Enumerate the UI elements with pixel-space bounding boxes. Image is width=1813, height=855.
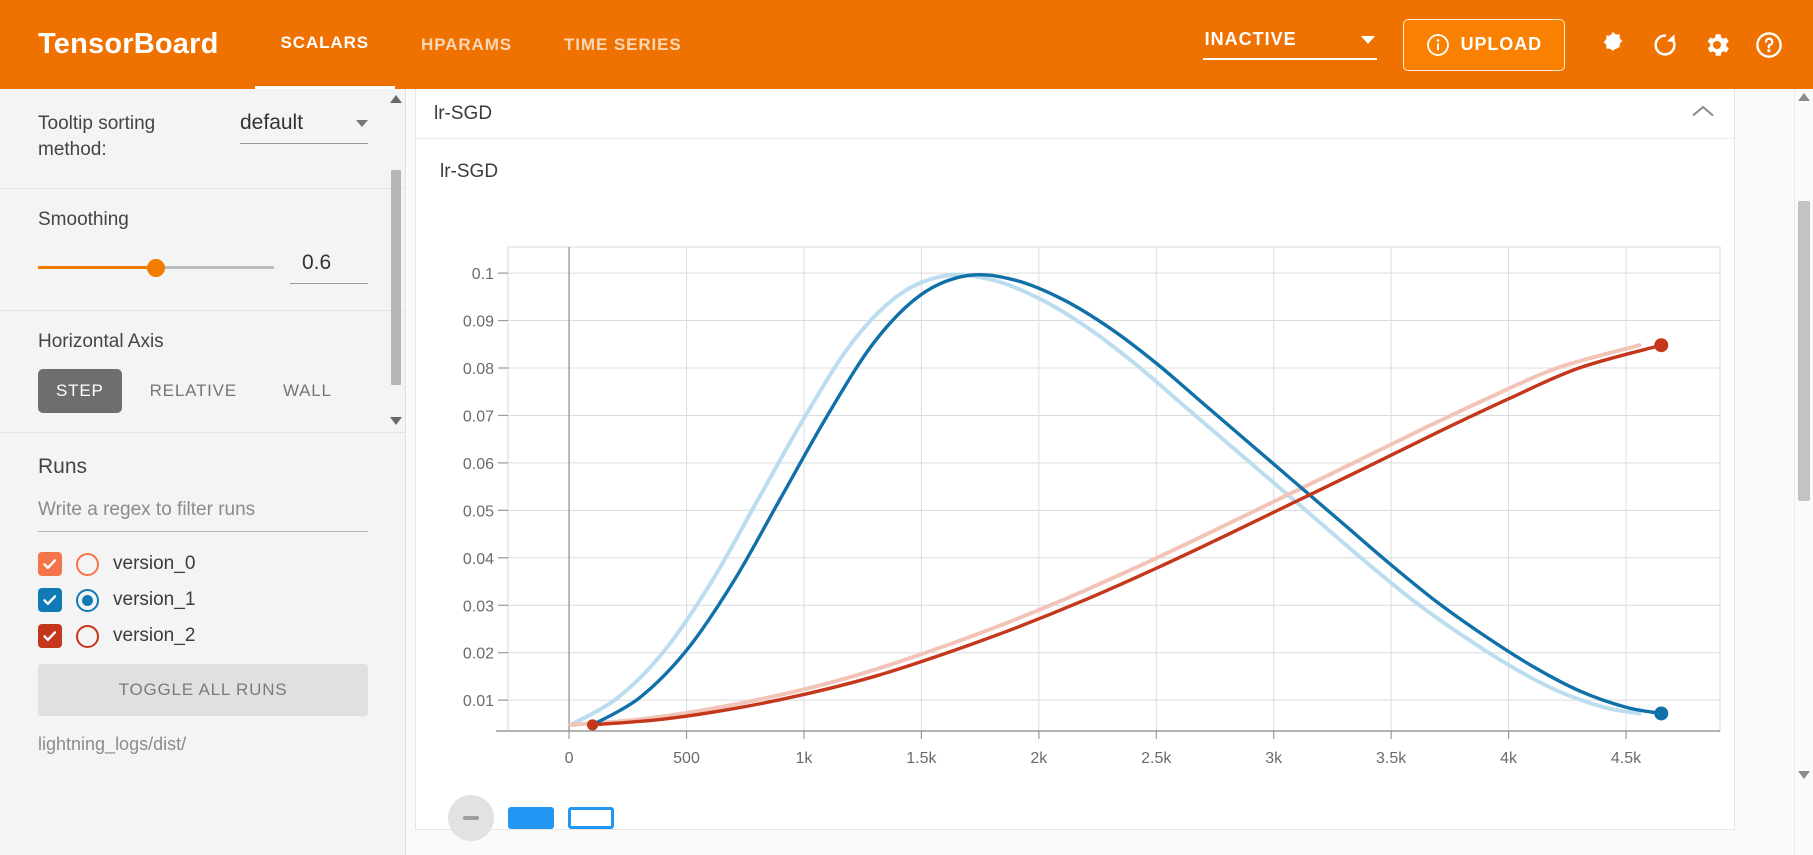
- logdir-path: lightning_logs/dist/: [38, 734, 187, 754]
- scroll-down-arrow-icon[interactable]: [390, 417, 402, 425]
- main-nav: SCALARS HPARAMS TIME SERIES: [254, 0, 708, 89]
- sidebar-scrollbar[interactable]: [390, 95, 402, 425]
- main-content: lr-SGD lr-SGD 0.01 0.02 0.03 0.04 0.05 0.06 0.…: [407, 89, 1813, 855]
- runs-filter-input[interactable]: Write a regex to filter runs: [38, 499, 368, 532]
- run-status-dropdown[interactable]: INACTIVE: [1202, 29, 1377, 60]
- upload-button[interactable]: UPLOAD: [1402, 18, 1565, 71]
- slider-fill: [38, 266, 156, 270]
- smoothing-slider[interactable]: [38, 258, 274, 277]
- horizontal-axis-section: Horizontal Axis STEP RELATIVE WALL: [0, 311, 405, 432]
- info-icon: [1426, 33, 1449, 56]
- svg-text:0.08: 0.08: [463, 361, 494, 378]
- run-item-version_0[interactable]: version_0: [38, 546, 368, 582]
- smoothing-label: Smoothing: [38, 209, 129, 231]
- tooltip-sorting-dropdown[interactable]: default: [240, 111, 368, 144]
- run-item-version_2[interactable]: version_2: [38, 618, 368, 654]
- scroll-up-arrow-icon[interactable]: [1798, 93, 1810, 101]
- radio-dot: [82, 594, 93, 606]
- runs-title: Runs: [38, 455, 88, 478]
- axis-option-relative[interactable]: RELATIVE: [149, 381, 237, 401]
- scalar-card: lr-SGD lr-SGD 0.01 0.02 0.03 0.04 0.05 0.06 0.…: [415, 89, 1735, 841]
- chart-area: lr-SGD 0.01 0.02 0.03 0.04 0.05 0.06 0.07 0.08 0…: [416, 139, 1734, 829]
- run-status-value: INACTIVE: [1204, 29, 1297, 49]
- svg-text:0.04: 0.04: [463, 551, 494, 568]
- page-scrollbar[interactable]: [1794, 89, 1813, 855]
- run-checkbox[interactable]: [38, 624, 62, 648]
- data-download-button[interactable]: [568, 807, 614, 829]
- svg-text:0: 0: [565, 750, 574, 767]
- tab-scalars[interactable]: SCALARS: [254, 0, 396, 89]
- svg-text:1.5k: 1.5k: [906, 750, 937, 767]
- card-title: lr-SGD: [434, 102, 493, 124]
- axis-option-wall[interactable]: WALL: [282, 381, 332, 401]
- chart-title: lr-SGD: [440, 161, 499, 182]
- svg-text:2k: 2k: [1030, 750, 1048, 767]
- run-label: version_0: [113, 553, 196, 574]
- settings-sidebar: Tooltip sorting method: default Smoothin…: [0, 89, 406, 855]
- card-header: lr-SGD: [416, 89, 1734, 139]
- divider: [0, 432, 405, 433]
- slider-knob[interactable]: [147, 258, 165, 277]
- fullscreen-toggle-button[interactable]: [448, 795, 494, 841]
- upload-button-label: UPLOAD: [1460, 34, 1542, 54]
- line-chart[interactable]: 0.01 0.02 0.03 0.04 0.05 0.06 0.07 0.08 0.09 0.1 0…: [416, 139, 1734, 829]
- divider: [0, 188, 405, 190]
- tooltip-sorting-section: Tooltip sorting method: default: [0, 89, 405, 188]
- scroll-up-arrow-icon[interactable]: [390, 95, 402, 103]
- tab-time-series[interactable]: TIME SERIES: [564, 34, 682, 54]
- toggle-all-runs-button[interactable]: TOGGLE ALL RUNS: [38, 664, 368, 716]
- runs-section: Runs Write a regex to filter runs versio…: [0, 433, 405, 755]
- run-label: version_2: [113, 625, 196, 646]
- settings-gear-icon[interactable]: [1691, 19, 1743, 71]
- chevron-down-icon: [356, 119, 368, 127]
- svg-text:0.07: 0.07: [463, 408, 494, 425]
- horizontal-axis-label: Horizontal Axis: [38, 331, 164, 353]
- tab-hparams[interactable]: HPARAMS: [421, 34, 513, 54]
- sidebar-scroll-pane: Tooltip sorting method: default Smoothin…: [0, 89, 405, 432]
- svg-text:0.01: 0.01: [463, 693, 494, 710]
- chevron-up-icon[interactable]: [1690, 103, 1716, 124]
- run-checkbox[interactable]: [38, 588, 62, 612]
- refresh-icon[interactable]: [1639, 19, 1691, 71]
- app-header: TensorBoard SCALARS HPARAMS TIME SERIES …: [0, 0, 1813, 89]
- scrollbar-thumb[interactable]: [1798, 201, 1810, 501]
- svg-text:0.06: 0.06: [463, 456, 494, 473]
- run-label: version_1: [113, 589, 196, 610]
- tooltip-sorting-value: default: [240, 111, 304, 134]
- run-radio[interactable]: [76, 624, 99, 648]
- run-item-version_1[interactable]: version_1: [38, 582, 368, 618]
- help-icon[interactable]: [1743, 19, 1795, 71]
- divider: [0, 310, 405, 312]
- chart-toolbar: [448, 795, 614, 841]
- svg-text:0.05: 0.05: [463, 503, 494, 520]
- run-checkbox[interactable]: [38, 552, 62, 576]
- svg-text:2.5k: 2.5k: [1141, 750, 1172, 767]
- runs-list: version_0 version_1: [38, 546, 368, 654]
- svg-text:0.09: 0.09: [463, 314, 494, 331]
- chevron-down-icon: [1360, 35, 1375, 44]
- svg-text:1k: 1k: [796, 750, 814, 767]
- svg-text:0.03: 0.03: [463, 598, 494, 615]
- dark-mode-icon[interactable]: [1587, 19, 1639, 71]
- axis-option-step[interactable]: STEP: [38, 369, 122, 414]
- run-radio[interactable]: [76, 552, 99, 576]
- svg-text:4.5k: 4.5k: [1611, 750, 1642, 767]
- header-actions: INACTIVE UPLOAD: [1202, 18, 1795, 71]
- svg-text:0.1: 0.1: [472, 266, 494, 283]
- smoothing-value-input[interactable]: 0.6: [290, 251, 368, 285]
- svg-text:3k: 3k: [1265, 750, 1283, 767]
- smoothing-section: Smoothing 0.6: [0, 189, 405, 310]
- svg-text:500: 500: [673, 750, 700, 767]
- app-brand: TensorBoard: [38, 28, 219, 60]
- svg-text:0.02: 0.02: [463, 646, 494, 663]
- run-radio[interactable]: [76, 588, 99, 612]
- svg-text:4k: 4k: [1500, 750, 1518, 767]
- zoom-out-button[interactable]: [508, 807, 554, 829]
- svg-text:3.5k: 3.5k: [1376, 750, 1407, 767]
- scroll-down-arrow-icon[interactable]: [1798, 771, 1810, 779]
- scrollbar-thumb[interactable]: [391, 170, 401, 385]
- tooltip-sorting-label: Tooltip sorting method:: [38, 113, 156, 160]
